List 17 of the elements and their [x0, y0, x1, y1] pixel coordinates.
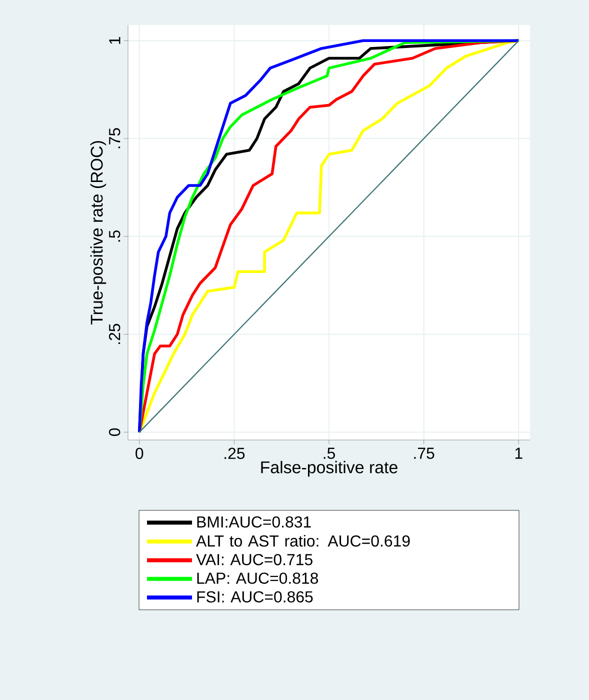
x-axis-title: False-positive rate	[261, 460, 398, 477]
y-tick-label: 0	[108, 428, 120, 436]
x-tick-label: .25	[224, 448, 245, 460]
y-tick-label: .25	[108, 324, 120, 344]
x-tick-label: 1	[515, 448, 522, 459]
y-tick-label: 1	[109, 37, 120, 44]
x-tick-label: .5	[324, 448, 335, 459]
x-tick-label: .75	[414, 448, 434, 459]
legend-label: BMI:AUC=0.831	[197, 516, 311, 528]
legend-label: ALT to AST ratio: AUC=0.619	[196, 534, 410, 547]
x-tick-label: 0	[136, 448, 144, 460]
y-axis-title: True-positive rate (ROC)	[90, 141, 106, 325]
legend-label: LAP: AUC=0.818	[197, 572, 318, 584]
y-tick-label: .5	[109, 230, 120, 242]
y-tick-label: .75	[109, 128, 120, 148]
legend-label: FSI: AUC=0.865	[197, 591, 313, 602]
legend-label: VAI: AUC=0.715	[196, 554, 312, 566]
